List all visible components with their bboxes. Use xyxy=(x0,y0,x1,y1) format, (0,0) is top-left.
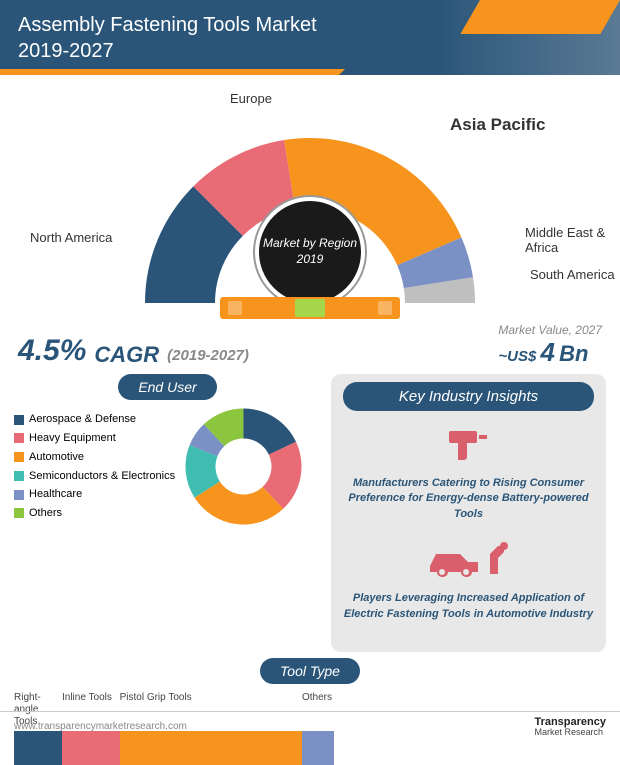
legend-swatch xyxy=(14,452,24,462)
legend-label: Aerospace & Defense xyxy=(29,410,136,429)
market-value-label: Market Value, 2027 xyxy=(498,323,602,337)
market-value-prefix: ~US$ xyxy=(498,348,536,365)
header-stripe xyxy=(0,69,330,75)
legend-label: Heavy Equipment xyxy=(29,429,116,448)
region-label: North America xyxy=(30,230,112,245)
legend-item: Heavy Equipment xyxy=(14,429,175,448)
header-accent xyxy=(460,0,620,34)
tooltype-heading: Tool Type xyxy=(14,658,606,684)
legend-swatch xyxy=(14,433,24,443)
legend-item: Healthcare xyxy=(14,485,175,504)
market-value-number: 4 xyxy=(541,337,555,367)
title-line1: Assembly Fastening Tools Market xyxy=(18,14,317,36)
drill-icon xyxy=(343,425,594,470)
region-label: Middle East & Africa xyxy=(525,225,620,255)
gauge-center-badge: Market by Region 2019 xyxy=(255,197,365,307)
level-tool-graphic xyxy=(220,297,400,319)
market-value-unit: Bn xyxy=(559,341,588,366)
legend-label: Semiconductors & Electronics xyxy=(29,467,175,486)
insights-panel: Key Industry Insights Manufacturers Cate… xyxy=(331,374,606,652)
market-value-amount: ~US$ 4 Bn xyxy=(498,337,602,368)
legend-item: Others xyxy=(14,504,175,523)
footer: www.transparencymarketresearch.com Trans… xyxy=(0,711,620,741)
legend-item: Aerospace & Defense xyxy=(14,410,175,429)
insight-text-1: Manufacturers Catering to Rising Consume… xyxy=(343,476,594,522)
legend-swatch xyxy=(14,415,24,425)
region-label: South America xyxy=(530,267,615,282)
enduser-donut xyxy=(181,404,306,529)
title-line2: 2019-2027 xyxy=(18,40,114,62)
mid-left: End User Aerospace & DefenseHeavy Equipm… xyxy=(14,374,321,652)
region-label: Asia Pacific xyxy=(450,115,545,135)
region-label: Europe xyxy=(230,91,272,106)
cagr-period: (2019-2027) xyxy=(167,347,249,368)
gauge-center-label: Market by Region 2019 xyxy=(259,236,361,267)
legend-swatch xyxy=(14,508,24,518)
footer-url: www.transparencymarketresearch.com xyxy=(14,721,187,732)
legend-label: Automotive xyxy=(29,448,84,467)
insights-title: Key Industry Insights xyxy=(343,382,594,411)
footer-logo: Transparency Market Research xyxy=(534,717,606,737)
cagr-row: 4.5% CAGR (2019-2027) Market Value, 2027… xyxy=(0,315,620,368)
enduser-tab: End User xyxy=(118,374,216,400)
enduser-legend: Aerospace & DefenseHeavy EquipmentAutomo… xyxy=(14,410,175,522)
legend-swatch xyxy=(14,490,24,500)
enduser-body: Aerospace & DefenseHeavy EquipmentAutomo… xyxy=(14,404,321,529)
car-robot-icon xyxy=(343,538,594,585)
cagr-percent: 4.5% xyxy=(18,334,86,368)
footer-logo-bottom: Market Research xyxy=(534,727,603,737)
legend-item: Automotive xyxy=(14,448,175,467)
tooltype-section: Tool Type Right-angle ToolsInline ToolsP… xyxy=(0,652,620,765)
mid-section: End User Aerospace & DefenseHeavy Equipm… xyxy=(0,368,620,652)
insight-text-2: Players Leveraging Increased Application… xyxy=(343,591,594,622)
header: Assembly Fastening Tools Market 2019-202… xyxy=(0,0,620,75)
enduser-heading: End User xyxy=(14,374,321,400)
market-value-block: Market Value, 2027 ~US$ 4 Bn xyxy=(498,323,602,368)
legend-swatch xyxy=(14,471,24,481)
legend-item: Semiconductors & Electronics xyxy=(14,467,175,486)
tooltype-tab: Tool Type xyxy=(260,658,360,684)
legend-label: Others xyxy=(29,504,62,523)
legend-label: Healthcare xyxy=(29,485,82,504)
cagr-label: CAGR xyxy=(94,342,159,368)
region-gauge: North America Europe Asia Pacific Middle Ea… xyxy=(0,85,620,315)
level-bubble xyxy=(295,299,325,317)
